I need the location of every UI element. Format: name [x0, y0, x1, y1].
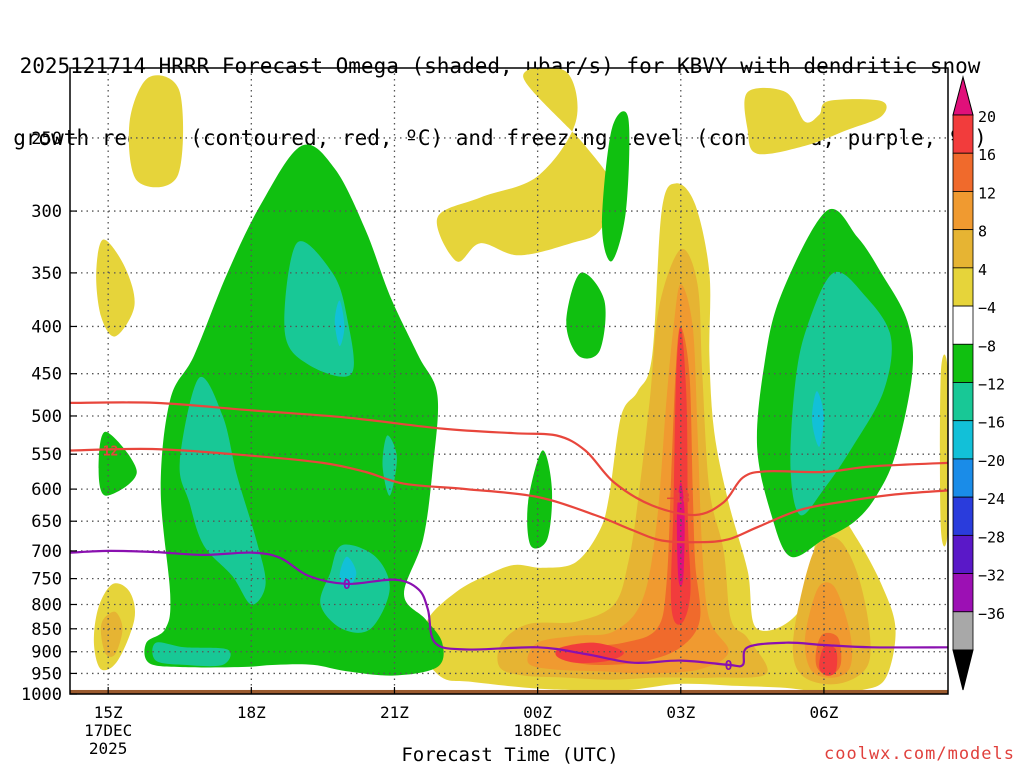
contour-label: 0	[725, 659, 733, 674]
y-tick-label: 800	[31, 595, 62, 615]
contour-lines	[70, 401, 948, 668]
y-tick-label: 500	[31, 407, 62, 427]
colorbar-label: −20	[978, 452, 1005, 470]
colorbar-label: −8	[978, 337, 996, 355]
y-tick-label: 700	[31, 542, 62, 562]
y-tick-label: 600	[31, 480, 62, 500]
y-tick-label: 950	[31, 664, 62, 684]
colorbar: 20 16 12 8 4 −4 −8 −12 −16 −20 −24 −28 −32 −36	[952, 75, 1005, 691]
omega-region-25	[179, 376, 266, 605]
colorbar-band	[952, 267, 974, 307]
omega-region-27	[152, 642, 231, 667]
omega-region-21	[566, 272, 606, 359]
colorbar-band	[952, 573, 974, 613]
omega-region-17	[676, 482, 685, 587]
colorbar-band	[952, 343, 974, 383]
omega-region-6	[939, 354, 948, 547]
y-tick-label: 250	[31, 129, 62, 149]
colorbar-band	[952, 458, 974, 498]
colorbar-band	[952, 152, 974, 192]
source-credit: coolwx.com/models	[824, 744, 1015, 764]
colorbar-label: −24	[978, 490, 1005, 508]
omega-region-1	[96, 239, 135, 337]
contour-label: −18	[667, 492, 691, 507]
contour-label: 0	[343, 578, 351, 593]
plot-frame	[69, 67, 949, 695]
y-tick-label: 350	[31, 264, 62, 284]
colorbar-label: −16	[978, 414, 1005, 432]
omega-region-24	[284, 241, 354, 377]
x-tick-label: 00Z	[523, 703, 552, 722]
colorbar-label: −32	[978, 567, 1005, 585]
y-tick-label: 850	[31, 620, 62, 640]
omega-region-9	[100, 611, 123, 657]
colorbar-band	[952, 191, 974, 231]
x-tick-date: 17DEC	[84, 721, 132, 740]
x-tick-label: 06Z	[809, 703, 838, 722]
colorbar-label: 8	[978, 223, 987, 241]
x-tick-label: 21Z	[380, 703, 409, 722]
colorbar-bottom-arrow	[952, 649, 974, 691]
dgz-lower-contour	[70, 447, 948, 544]
y-tick-label: 750	[31, 570, 62, 590]
colorbar-label: −4	[978, 299, 996, 317]
ground-layer	[70, 689, 948, 694]
x-tick-date: 18DEC	[514, 721, 562, 740]
colorbar-band	[952, 496, 974, 536]
y-tick-label: 400	[31, 317, 62, 337]
omega-region-20	[602, 111, 630, 262]
colorbar-label: −12	[978, 376, 1005, 394]
omega-region-19	[98, 431, 137, 496]
omega-region-26	[320, 544, 390, 633]
omega-region-30	[339, 556, 357, 590]
grid-lines	[70, 68, 948, 694]
y-axis: 250 300 350 400 450 500 550 600 650 700 750 800 850 9…	[21, 129, 77, 705]
x-axis-label: Forecast Time (UTC)	[401, 744, 619, 766]
omega-region-31	[811, 391, 824, 447]
colorbar-band	[952, 114, 974, 154]
contour-label: 12	[103, 445, 119, 460]
omega-region-3	[744, 87, 887, 155]
omega-region-0	[128, 75, 184, 188]
colorbar-band	[952, 229, 974, 269]
y-tick-label: 1000	[21, 685, 62, 705]
y-tick-label: 650	[31, 512, 62, 532]
freezing-level-contour	[70, 549, 948, 668]
colorbar-label: 4	[978, 261, 987, 279]
y-tick-label: 550	[31, 445, 62, 465]
omega-region-32	[334, 300, 345, 347]
y-tick-label: 900	[31, 643, 62, 663]
x-tick-label: 15Z	[94, 703, 123, 722]
x-tick-label: 03Z	[666, 703, 695, 722]
omega-region-2	[436, 68, 615, 262]
omega-region-22	[527, 450, 553, 549]
y-tick-label: 300	[31, 202, 62, 222]
x-tick-year: 2025	[89, 739, 128, 758]
title-line-1: 2025121714 HRRR Forecast Omega (shaded, …	[19, 54, 981, 78]
colorbar-band	[952, 534, 974, 574]
dgz-upper-contour	[70, 401, 948, 517]
colorbar-band	[952, 382, 974, 422]
colorbar-band	[952, 305, 974, 345]
colorbar-label: −28	[978, 528, 1005, 546]
colorbar-label: 16	[978, 146, 996, 164]
colorbar-label: −36	[978, 605, 1005, 623]
y-tick-label: 450	[31, 365, 62, 385]
omega-region-12	[561, 326, 701, 666]
omega-shading	[93, 68, 948, 693]
ground-strip	[70, 689, 948, 694]
colorbar-band	[952, 611, 974, 651]
contour-labels: 12 −18 0 0	[103, 445, 733, 674]
colorbar-label: 12	[978, 184, 996, 202]
colorbar-top-arrow	[952, 75, 974, 116]
colorbar-band	[952, 420, 974, 460]
colorbar-label: 20	[978, 108, 996, 126]
omega-region-28	[790, 271, 892, 516]
x-tick-label: 18Z	[237, 703, 266, 722]
